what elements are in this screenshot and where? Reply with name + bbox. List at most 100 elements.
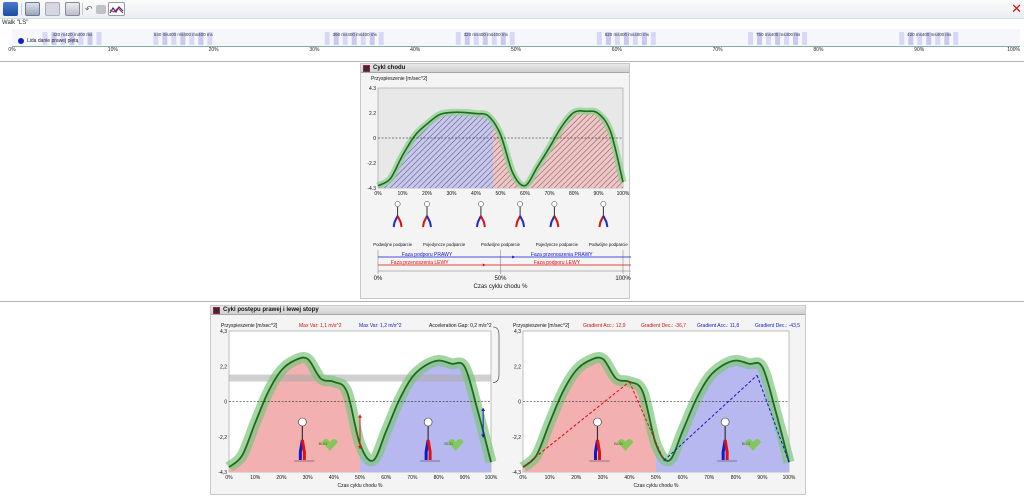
x-tick-label: 90% xyxy=(757,475,768,481)
y-tick-label: 2.2 xyxy=(369,111,376,117)
step-marker xyxy=(51,32,57,45)
heart-icon xyxy=(447,439,464,451)
export-icon[interactable] xyxy=(65,2,80,16)
x-tick-label: 50% xyxy=(355,475,366,481)
x-tick-label: 40% xyxy=(624,475,635,481)
close-icon[interactable]: ✕ xyxy=(1011,1,1022,16)
x-tick-label: 10% xyxy=(397,191,408,197)
gradient-acc-blue: Gradient Acc.: 11,8 xyxy=(697,323,740,329)
step-marker xyxy=(596,32,602,45)
chart-glyph xyxy=(109,6,124,14)
step-marker xyxy=(342,32,348,45)
undo-icon[interactable]: ↶ xyxy=(85,4,93,14)
bottom-tick-label: 50% xyxy=(494,276,507,282)
panel-icon xyxy=(363,65,370,72)
step-marker xyxy=(935,32,941,45)
step-marker xyxy=(917,32,923,45)
x-tick-label: 40% xyxy=(471,191,482,197)
step-marker xyxy=(944,32,950,45)
step-marker xyxy=(605,32,611,45)
chart-icon[interactable] xyxy=(108,2,125,16)
step-marker xyxy=(926,32,932,45)
y-axis-label: Przyspieszenie [m/sec^2] xyxy=(221,323,278,329)
x-tick-label: 20% xyxy=(422,191,433,197)
step-marker xyxy=(96,32,102,45)
x-tick-label: 70% xyxy=(704,475,715,481)
grid-icon[interactable] xyxy=(96,5,106,14)
step-duration-label: 420 m420 m400 ms xyxy=(53,32,94,37)
step-marker xyxy=(60,32,66,45)
figure-head xyxy=(600,201,607,207)
x-tick-label: 100% xyxy=(485,475,498,481)
red-gradient-dec-line xyxy=(628,381,665,461)
x-tick-label: 0% xyxy=(374,191,382,197)
gradient-dec-blue: Gradient Dec.: -43,5 xyxy=(755,323,801,329)
x-tick-label: 50% xyxy=(651,475,662,481)
step-marker xyxy=(757,32,763,45)
x-tick-label: 0% xyxy=(519,475,527,481)
x-tick-label: 70% xyxy=(407,475,418,481)
save-icon[interactable] xyxy=(3,2,18,16)
gait-chart: 4.32.20-2.2-4.30% 10% 20% 30% 40% 50% 60% 70% 80… xyxy=(367,86,631,290)
x-tick-label: 30% xyxy=(598,475,609,481)
step-marker xyxy=(464,32,470,45)
standing-figure xyxy=(589,417,610,462)
x-tick-label: 80% xyxy=(434,475,445,481)
y-tick-label: -2,2 xyxy=(512,435,521,441)
bottom-tick-label: 0% xyxy=(374,276,383,282)
timeline-tick-label: 10% xyxy=(107,47,118,53)
step-marker xyxy=(42,32,48,45)
figure-head xyxy=(394,201,401,207)
y-tick-label: -2.2 xyxy=(367,161,376,167)
left-chart: 4,3 2,2 0 -2,2 -4,30% 10% 20% 30% 40% 50% 60% 70% 80… xyxy=(218,326,500,489)
x-tick-label: 90% xyxy=(593,191,604,197)
step-marker xyxy=(899,32,905,45)
swing-right-label: Faza przenoszenia PRAWY xyxy=(531,252,593,258)
legend-marker xyxy=(18,38,24,44)
copy-icon[interactable] xyxy=(45,2,60,16)
step-marker xyxy=(351,32,357,45)
x-tick-label: 10% xyxy=(250,475,261,481)
step-timeline[interactable]: 420 m420 m400 ms 540 ms400 ms400 ms400 ms… xyxy=(12,29,1020,47)
heart-label: BUG xyxy=(319,441,328,446)
step-marker xyxy=(378,32,384,45)
max-var-blue: Max Var: 1,2 m/s^2 xyxy=(359,323,402,329)
figure-head xyxy=(298,417,307,427)
step-duration-label: 320 ms400 ms400 ms xyxy=(464,32,509,37)
print-icon[interactable] xyxy=(25,2,40,16)
y-tick-label: 4.3 xyxy=(369,86,376,92)
step-marker xyxy=(171,32,177,45)
step-marker xyxy=(455,32,461,45)
step-marker xyxy=(360,32,366,45)
timeline-svg: 420 m420 m400 ms 540 ms400 ms400 ms400 ms… xyxy=(12,29,1020,47)
toolbar-separator xyxy=(21,3,22,15)
timeline-tick-label: 20% xyxy=(208,47,219,53)
timeline-tick-label: 40% xyxy=(410,47,421,53)
step-marker xyxy=(623,32,629,45)
panel-icon xyxy=(213,307,220,314)
x-tick-label: 80% xyxy=(731,475,742,481)
heart-icon xyxy=(321,439,338,451)
standing-figure xyxy=(294,417,315,462)
step-marker xyxy=(500,32,506,45)
swing-left-label: Faza przenoszenia LEWY xyxy=(391,260,449,266)
y-tick-label: 0 xyxy=(373,136,376,142)
gradient-acc-red: Gradient Acc.: 12,9 xyxy=(583,323,626,329)
figure-leg xyxy=(422,215,428,228)
figure-leg xyxy=(602,215,609,228)
divider xyxy=(0,61,1024,62)
step-duration-label: 360 ms400 ms400 ms xyxy=(333,32,378,37)
timeline-tick-label: 90% xyxy=(914,47,925,53)
phase-label: Podwójne podparcie xyxy=(373,242,413,247)
y-tick-label: -4,3 xyxy=(512,470,521,476)
phase-label: Podwójne podparcie xyxy=(589,242,629,247)
support-left-label: Faza podporu LEWY xyxy=(534,260,581,266)
panel-title: Cykl chodu xyxy=(373,65,406,71)
step-marker xyxy=(784,32,790,45)
timeline-tick-label: 80% xyxy=(813,47,824,53)
x-tick-label: 100% xyxy=(783,475,796,481)
step-marker xyxy=(153,32,159,45)
standing-figure xyxy=(420,417,441,462)
x-tick-label: 80% xyxy=(569,191,580,197)
heart-label: BUG xyxy=(614,441,623,446)
